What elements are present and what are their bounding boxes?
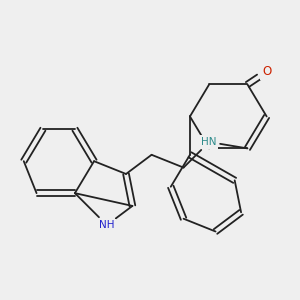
Text: HN: HN (201, 137, 217, 147)
Text: NH: NH (99, 220, 115, 230)
Text: O: O (262, 65, 271, 78)
